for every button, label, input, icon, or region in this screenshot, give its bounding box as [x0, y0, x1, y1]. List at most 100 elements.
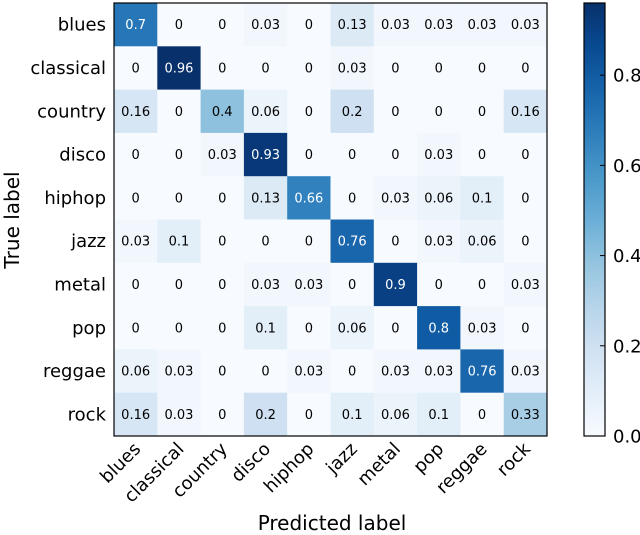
- cell-value-label: 0: [478, 148, 486, 163]
- heatmap-cell: [200, 306, 245, 350]
- heatmap-cell: [287, 349, 331, 394]
- heatmap-cell: [503, 392, 548, 437]
- plot-frame: [113, 2, 548, 437]
- cell-value-label: 0.4: [212, 105, 233, 120]
- cell-value-label: 0: [132, 61, 140, 76]
- cell-value-label: 0: [521, 191, 529, 206]
- heatmap-cell: [243, 46, 288, 90]
- cell-value-label: 0.76: [338, 235, 367, 250]
- cell-value-label: 0: [218, 18, 226, 33]
- cell-value-label: 0.03: [511, 278, 540, 293]
- heatmap-cell: [200, 349, 245, 394]
- cell-value-label: 0.06: [468, 235, 497, 250]
- cell-value-label: 0.1: [428, 408, 449, 423]
- cell-value-label: 0.66: [294, 191, 323, 206]
- cell-value-label: 0.03: [208, 148, 237, 163]
- cell-value-label: 0.06: [251, 105, 280, 120]
- cell-value-label: 0: [391, 235, 399, 250]
- cell-value-label: 0: [391, 61, 399, 76]
- cell-value-label: 0: [391, 105, 399, 120]
- heatmap-cell: [243, 392, 288, 437]
- heatmap-cell: [503, 262, 548, 307]
- colorbar-tick-label: 0.0: [613, 427, 640, 448]
- cell-value-label: 0: [175, 278, 183, 293]
- cell-value-label: 0.03: [381, 365, 410, 380]
- cell-value-label: 0: [132, 191, 140, 206]
- heatmap-cell: [417, 176, 461, 220]
- heatmap-cell: [200, 219, 245, 264]
- heatmap-cell: [157, 46, 201, 90]
- heatmap-cell: [200, 176, 245, 220]
- cell-value-label: 0.06: [381, 408, 410, 423]
- cell-value-label: 0: [478, 278, 486, 293]
- heatmap-cell: [200, 262, 245, 307]
- cell-value-label: 0.03: [121, 235, 150, 250]
- heatmap-cell: [287, 219, 331, 264]
- heatmap-cell: [330, 262, 375, 307]
- heatmap-cell: [157, 349, 201, 394]
- heatmap-cell: [460, 306, 505, 350]
- cell-value-label: 0: [348, 191, 356, 206]
- cell-value-label: 0.1: [255, 321, 276, 336]
- cell-value-label: 0: [391, 148, 399, 163]
- heatmap-cell: [287, 3, 331, 47]
- cell-value-label: 0.8: [428, 321, 449, 336]
- heatmap-cell: [114, 392, 158, 437]
- heatmap-cell: [243, 3, 288, 47]
- cell-value-label: 0.13: [338, 18, 367, 33]
- heatmap-cell: [373, 89, 418, 134]
- cell-value-label: 0.03: [381, 191, 410, 206]
- cell-value-label: 0.03: [511, 18, 540, 33]
- heatmap-cell: [460, 132, 505, 177]
- heatmap-cell: [157, 132, 201, 177]
- heatmap-cell: [157, 262, 201, 307]
- cell-value-label: 0: [175, 321, 183, 336]
- cell-value-label: 0: [218, 278, 226, 293]
- cell-value-label: 0.16: [511, 105, 540, 120]
- heatmap-cell: [243, 132, 288, 177]
- y-tick-label: blues: [58, 15, 106, 36]
- heatmap-cell: [417, 392, 461, 437]
- heatmap-cell: [330, 219, 375, 264]
- cell-value-label: 0.76: [468, 365, 497, 380]
- cell-value-label: 0: [261, 365, 269, 380]
- heatmap-cell: [114, 262, 158, 307]
- heatmap-cell: [417, 46, 461, 90]
- cell-value-label: 0: [175, 148, 183, 163]
- heatmap-cell: [503, 89, 548, 134]
- heatmap-cell: [417, 3, 461, 47]
- heatmap-cell: [503, 3, 548, 47]
- heatmap-cell: [373, 176, 418, 220]
- heatmap-cell: [114, 306, 158, 350]
- cell-value-label: 0: [478, 61, 486, 76]
- heatmap-cell: [417, 349, 461, 394]
- heatmap-cell: [200, 46, 245, 90]
- heatmap-cell: [330, 306, 375, 350]
- x-tick-label: metal: [354, 439, 405, 490]
- heatmap-cell: [460, 219, 505, 264]
- heatmap-cell: [287, 306, 331, 350]
- cell-value-label: 0: [132, 148, 140, 163]
- cell-value-label: 0: [435, 105, 443, 120]
- heatmap-cell: [200, 89, 245, 134]
- heatmap-cell: [373, 219, 418, 264]
- colorbar-tick-label: 0.6: [613, 156, 640, 177]
- cell-value-label: 0: [218, 191, 226, 206]
- cell-value-label: 0: [175, 18, 183, 33]
- heatmap-cell: [157, 219, 201, 264]
- heatmap-cell: [287, 89, 331, 134]
- heatmap-cell: [243, 89, 288, 134]
- cell-value-label: 0: [521, 235, 529, 250]
- cell-value-label: 0.03: [294, 365, 323, 380]
- cell-value-label: 0.33: [511, 408, 540, 423]
- heatmap-cell: [157, 176, 201, 220]
- heatmap-cell: [157, 3, 201, 47]
- y-tick-label: disco: [59, 145, 106, 166]
- cell-value-label: 0: [348, 148, 356, 163]
- heatmap-cell: [330, 176, 375, 220]
- heatmap-cell: [503, 46, 548, 90]
- cell-value-label: 0: [305, 105, 313, 120]
- x-axis-label: Predicted label: [258, 511, 407, 535]
- heatmap-cell: [417, 262, 461, 307]
